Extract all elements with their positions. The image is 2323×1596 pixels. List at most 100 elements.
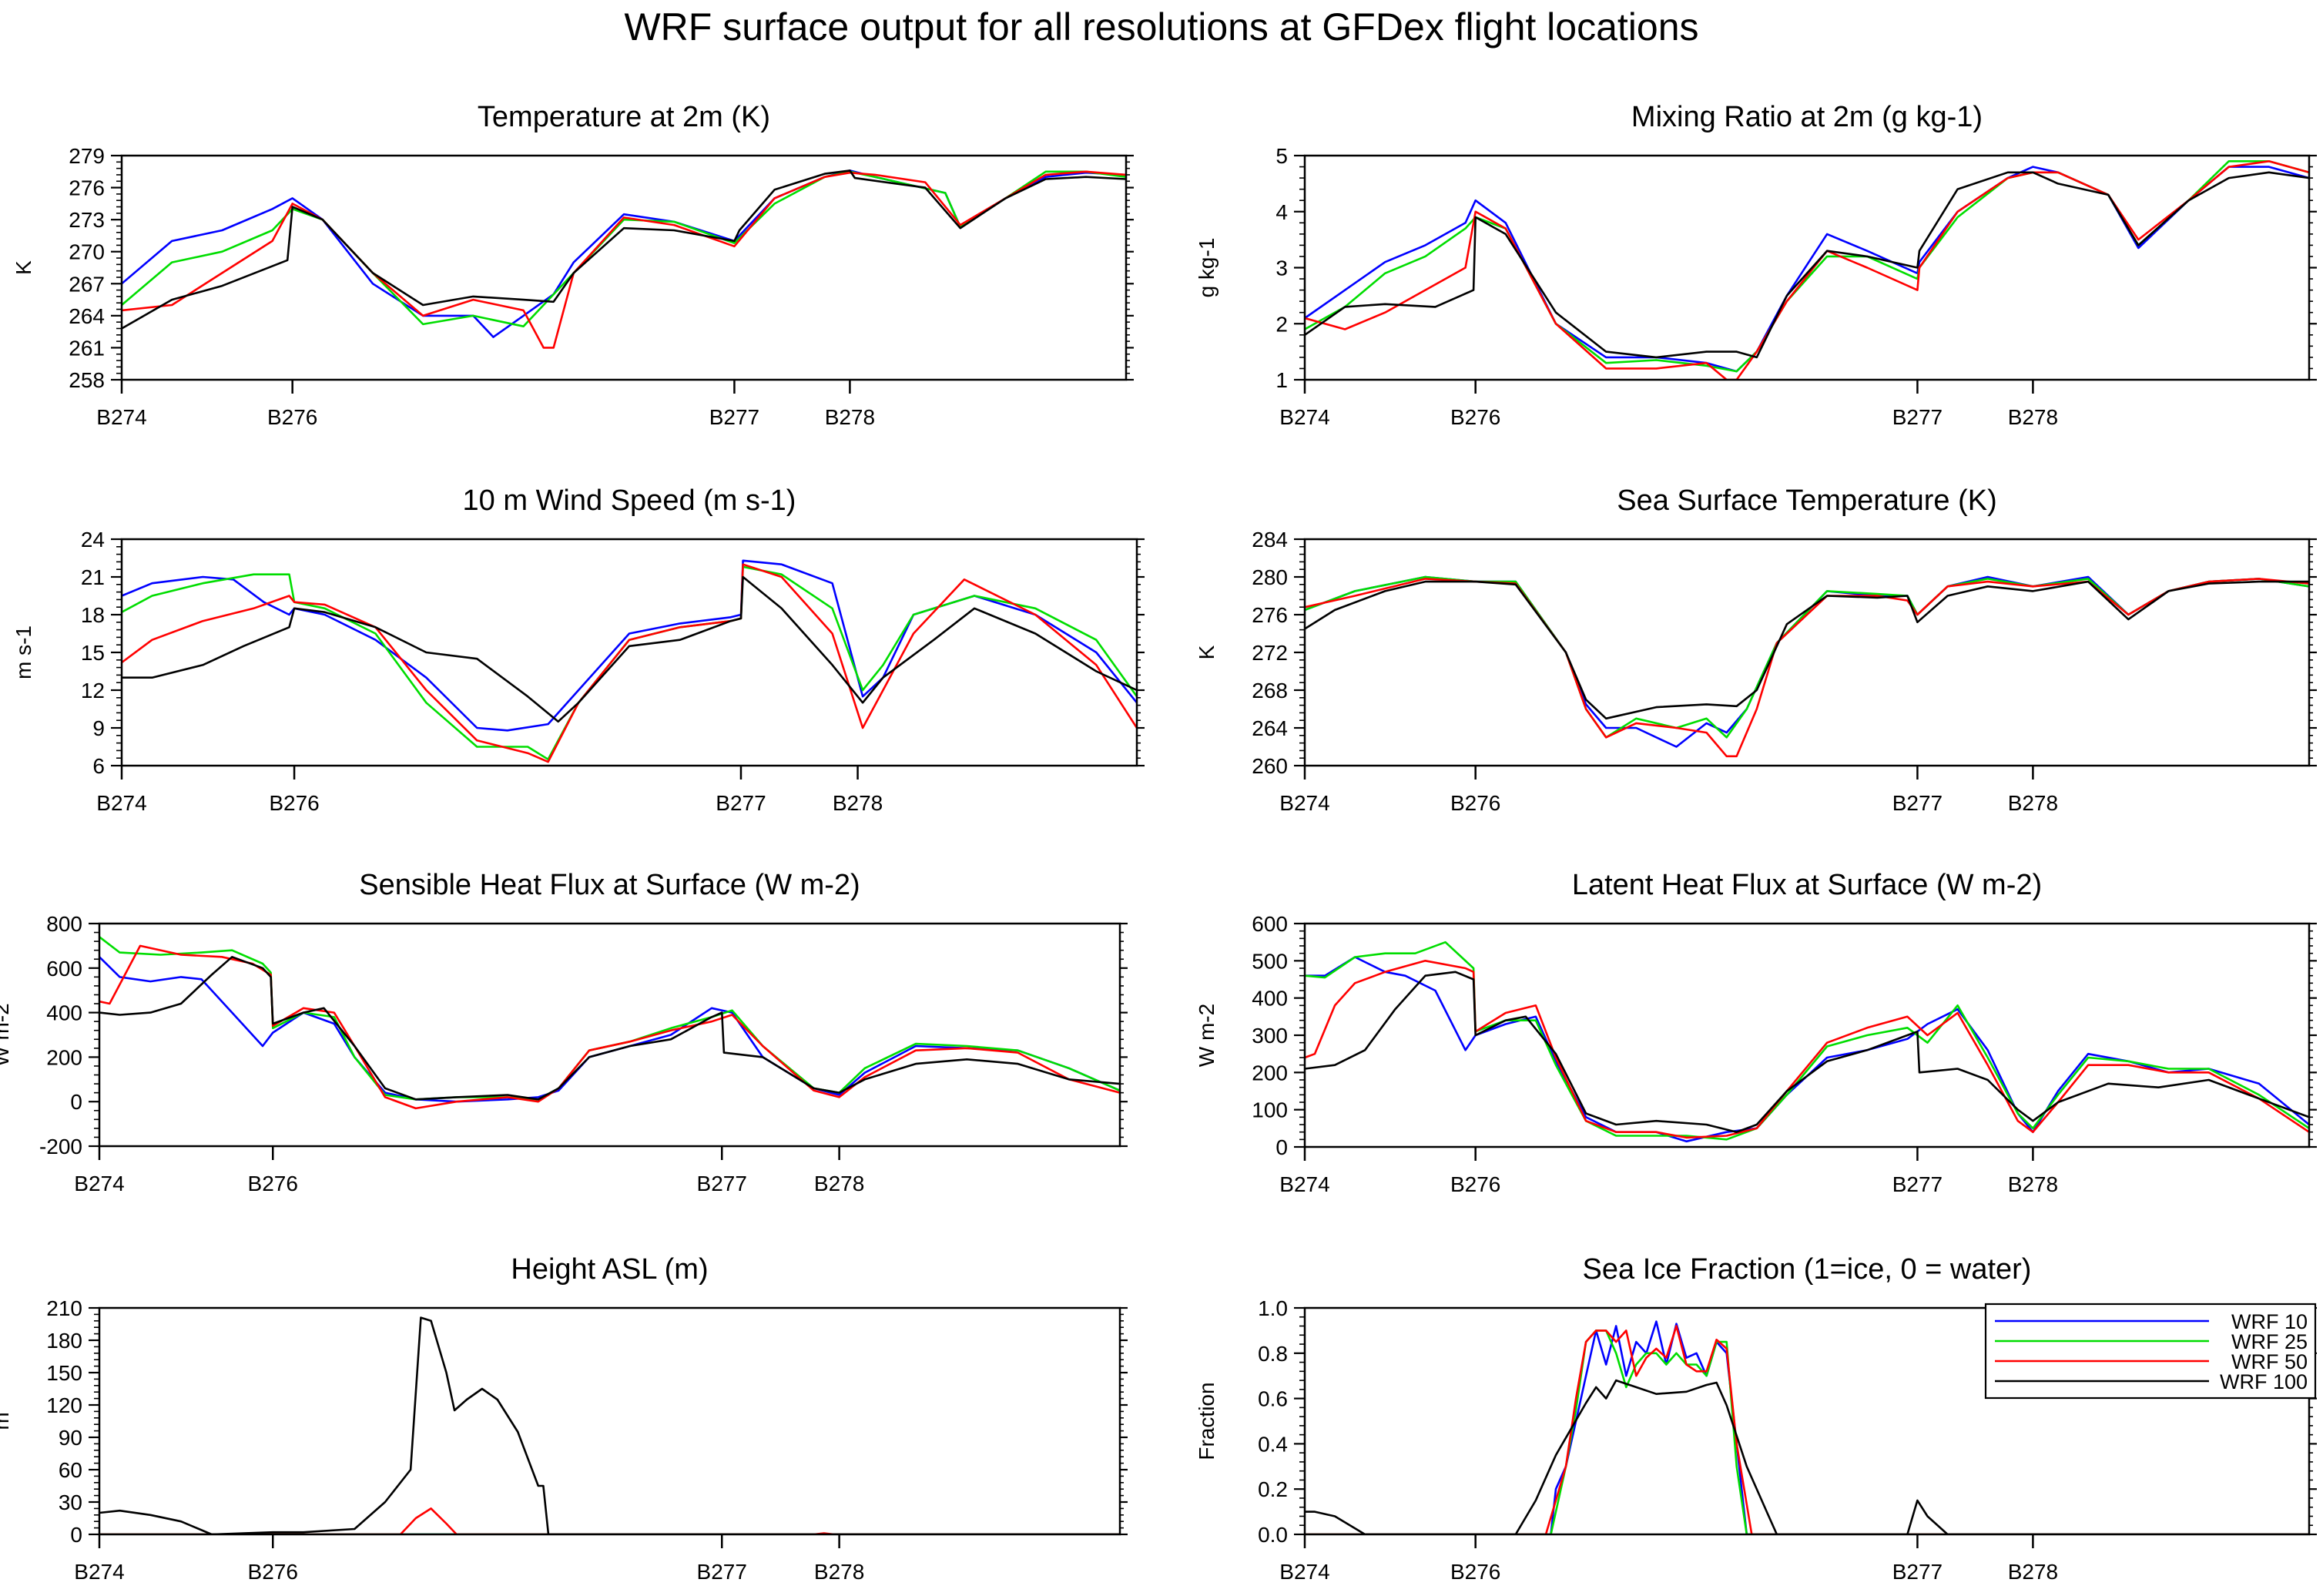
series-line-wrf-100 (122, 169, 1126, 330)
series-line-wrf-50 (99, 944, 1120, 1110)
legend-label: WRF 10 (2231, 1310, 2308, 1333)
chart-title: Height ASL (m) (511, 1253, 708, 1286)
y-tick-label: 270 (69, 240, 105, 264)
plot-frame (120, 538, 1138, 767)
chart-title: Sea Surface Temperature (K) (1617, 484, 1997, 517)
y-tick-label: 261 (69, 336, 105, 360)
x-tick-label-b274: B274 (1279, 791, 1329, 815)
y-tick-label: 21 (81, 565, 105, 589)
y-tick-label: 258 (69, 368, 105, 392)
legend-label: WRF 50 (2231, 1350, 2308, 1373)
series-line-wrf-100 (122, 575, 1137, 723)
series-group (99, 1316, 1120, 1534)
x-tick-label-b278: B278 (814, 1560, 864, 1584)
x-tick-label-b277: B277 (1892, 791, 1943, 815)
y-tick-label: 0.6 (1258, 1387, 1288, 1411)
x-tick-label-b274: B274 (74, 1560, 124, 1584)
y-tick-label: 120 (46, 1393, 82, 1417)
y-tick-label: 0.0 (1258, 1523, 1288, 1547)
series-line-wrf-50 (122, 170, 1126, 349)
y-tick-label: 1 (1275, 368, 1288, 392)
series-group (122, 559, 1137, 763)
y-tick-label: 2 (1275, 312, 1288, 336)
y-tick-label: 300 (1252, 1024, 1288, 1048)
series-group (1305, 1320, 2309, 1534)
y-axis-label: m s-1 (12, 625, 35, 679)
series-line-wrf-10 (122, 559, 1137, 732)
y-tick-label: 260 (1252, 754, 1288, 778)
series-line-wrf-25 (122, 565, 1137, 761)
series-line-wrf-25 (122, 170, 1126, 327)
series-line-wrf-100 (99, 956, 1120, 1101)
y-axis-label: W m-2 (0, 1003, 13, 1066)
x-tick-label-b274: B274 (96, 405, 146, 429)
x-tick-label-b274: B274 (1279, 405, 1329, 429)
chart-title: Mixing Ratio at 2m (g kg-1) (1631, 101, 1983, 133)
y-tick-label: 0.8 (1258, 1342, 1288, 1366)
x-tick-label-b276: B276 (1450, 791, 1500, 815)
series-line-wrf-25 (1305, 575, 2309, 739)
y-tick-label: 600 (1252, 912, 1288, 936)
x-tick-label-b276: B276 (1450, 405, 1500, 429)
chart-title: 10 m Wind Speed (m s-1) (463, 484, 796, 517)
x-tick-label-b277: B277 (1892, 1172, 1943, 1196)
chart-panel-2: Mixing Ratio at 2m (g kg-1) g kg-1 1 2 3 4 5 B2… (1195, 101, 2317, 429)
series-line-wrf-50 (1305, 1325, 2309, 1534)
x-tick-label-b278: B278 (2008, 791, 2058, 815)
chart-title: Temperature at 2m (K) (478, 101, 770, 133)
chart-panel-8: Sea Ice Fraction (1=ice, 0 = water) Fract… (1195, 1253, 2317, 1584)
y-tick-label: 210 (46, 1296, 82, 1320)
y-tick-label: 600 (46, 957, 82, 981)
legend-box (1984, 1303, 2317, 1400)
y-tick-label: 24 (81, 528, 105, 552)
y-tick-label: 18 (81, 603, 105, 627)
y-tick-label: 200 (1252, 1061, 1288, 1085)
x-tick-label-b274: B274 (74, 1172, 124, 1195)
y-tick-label: 0 (70, 1523, 82, 1547)
y-tick-label: 1.0 (1258, 1296, 1288, 1320)
y-tick-label: 3 (1275, 256, 1288, 280)
y-tick-label: 6 (92, 754, 105, 778)
series-group (122, 169, 1126, 349)
series-line-wrf-100 (1305, 580, 2309, 720)
plot-frame (1303, 538, 2311, 767)
x-tick-label-b278: B278 (2008, 405, 2058, 429)
x-tick-label-b278: B278 (2008, 1560, 2058, 1584)
chart-panel-5: Sensible Heat Flux at Surface (W m-2) W m… (0, 869, 1128, 1195)
y-tick-label: 0 (70, 1090, 82, 1114)
y-tick-label: 268 (1252, 679, 1288, 702)
y-tick-label: 264 (1252, 716, 1288, 740)
legend-label: WRF 25 (2231, 1330, 2308, 1353)
y-tick-label: 276 (1252, 603, 1288, 627)
y-tick-label: 264 (69, 304, 105, 328)
chart-title: Sea Ice Fraction (1=ice, 0 = water) (1583, 1253, 2032, 1286)
y-tick-label: 272 (1252, 641, 1288, 665)
x-tick-label-b276: B276 (1450, 1172, 1500, 1196)
series-line-wrf-100 (99, 1316, 1120, 1534)
chart-panel-1: Temperature at 2m (K) K 258 261 264 267 270 273… (12, 101, 1134, 429)
chart-title: Latent Heat Flux at Surface (W m-2) (1572, 869, 2042, 901)
y-tick-label: -200 (39, 1135, 82, 1158)
x-tick-label-b276: B276 (269, 791, 319, 815)
y-tick-label: 276 (69, 176, 105, 200)
series-line-wrf-10 (1305, 956, 2309, 1143)
series-line-wrf-50 (99, 1507, 1120, 1534)
y-tick-label: 180 (46, 1329, 82, 1353)
x-tick-label-b274: B274 (1279, 1560, 1329, 1584)
x-tick-label-b278: B278 (833, 791, 883, 815)
y-tick-label: 267 (69, 272, 105, 296)
y-tick-label: 284 (1252, 528, 1288, 552)
chart-panel-6: Latent Heat Flux at Surface (W m-2) W m-2… (1195, 869, 2317, 1196)
y-tick-label: 200 (46, 1045, 82, 1069)
y-tick-label: 400 (46, 1001, 82, 1025)
y-tick-label: 0.2 (1258, 1477, 1288, 1501)
y-tick-label: 90 (59, 1426, 82, 1450)
y-axis-label: g kg-1 (1195, 238, 1218, 298)
y-tick-label: 12 (81, 679, 105, 702)
series-line-wrf-100 (1305, 1379, 2309, 1534)
y-tick-label: 280 (1252, 565, 1288, 589)
chart-title: Sensible Heat Flux at Surface (W m-2) (359, 869, 860, 901)
x-tick-label-b277: B277 (709, 405, 759, 429)
